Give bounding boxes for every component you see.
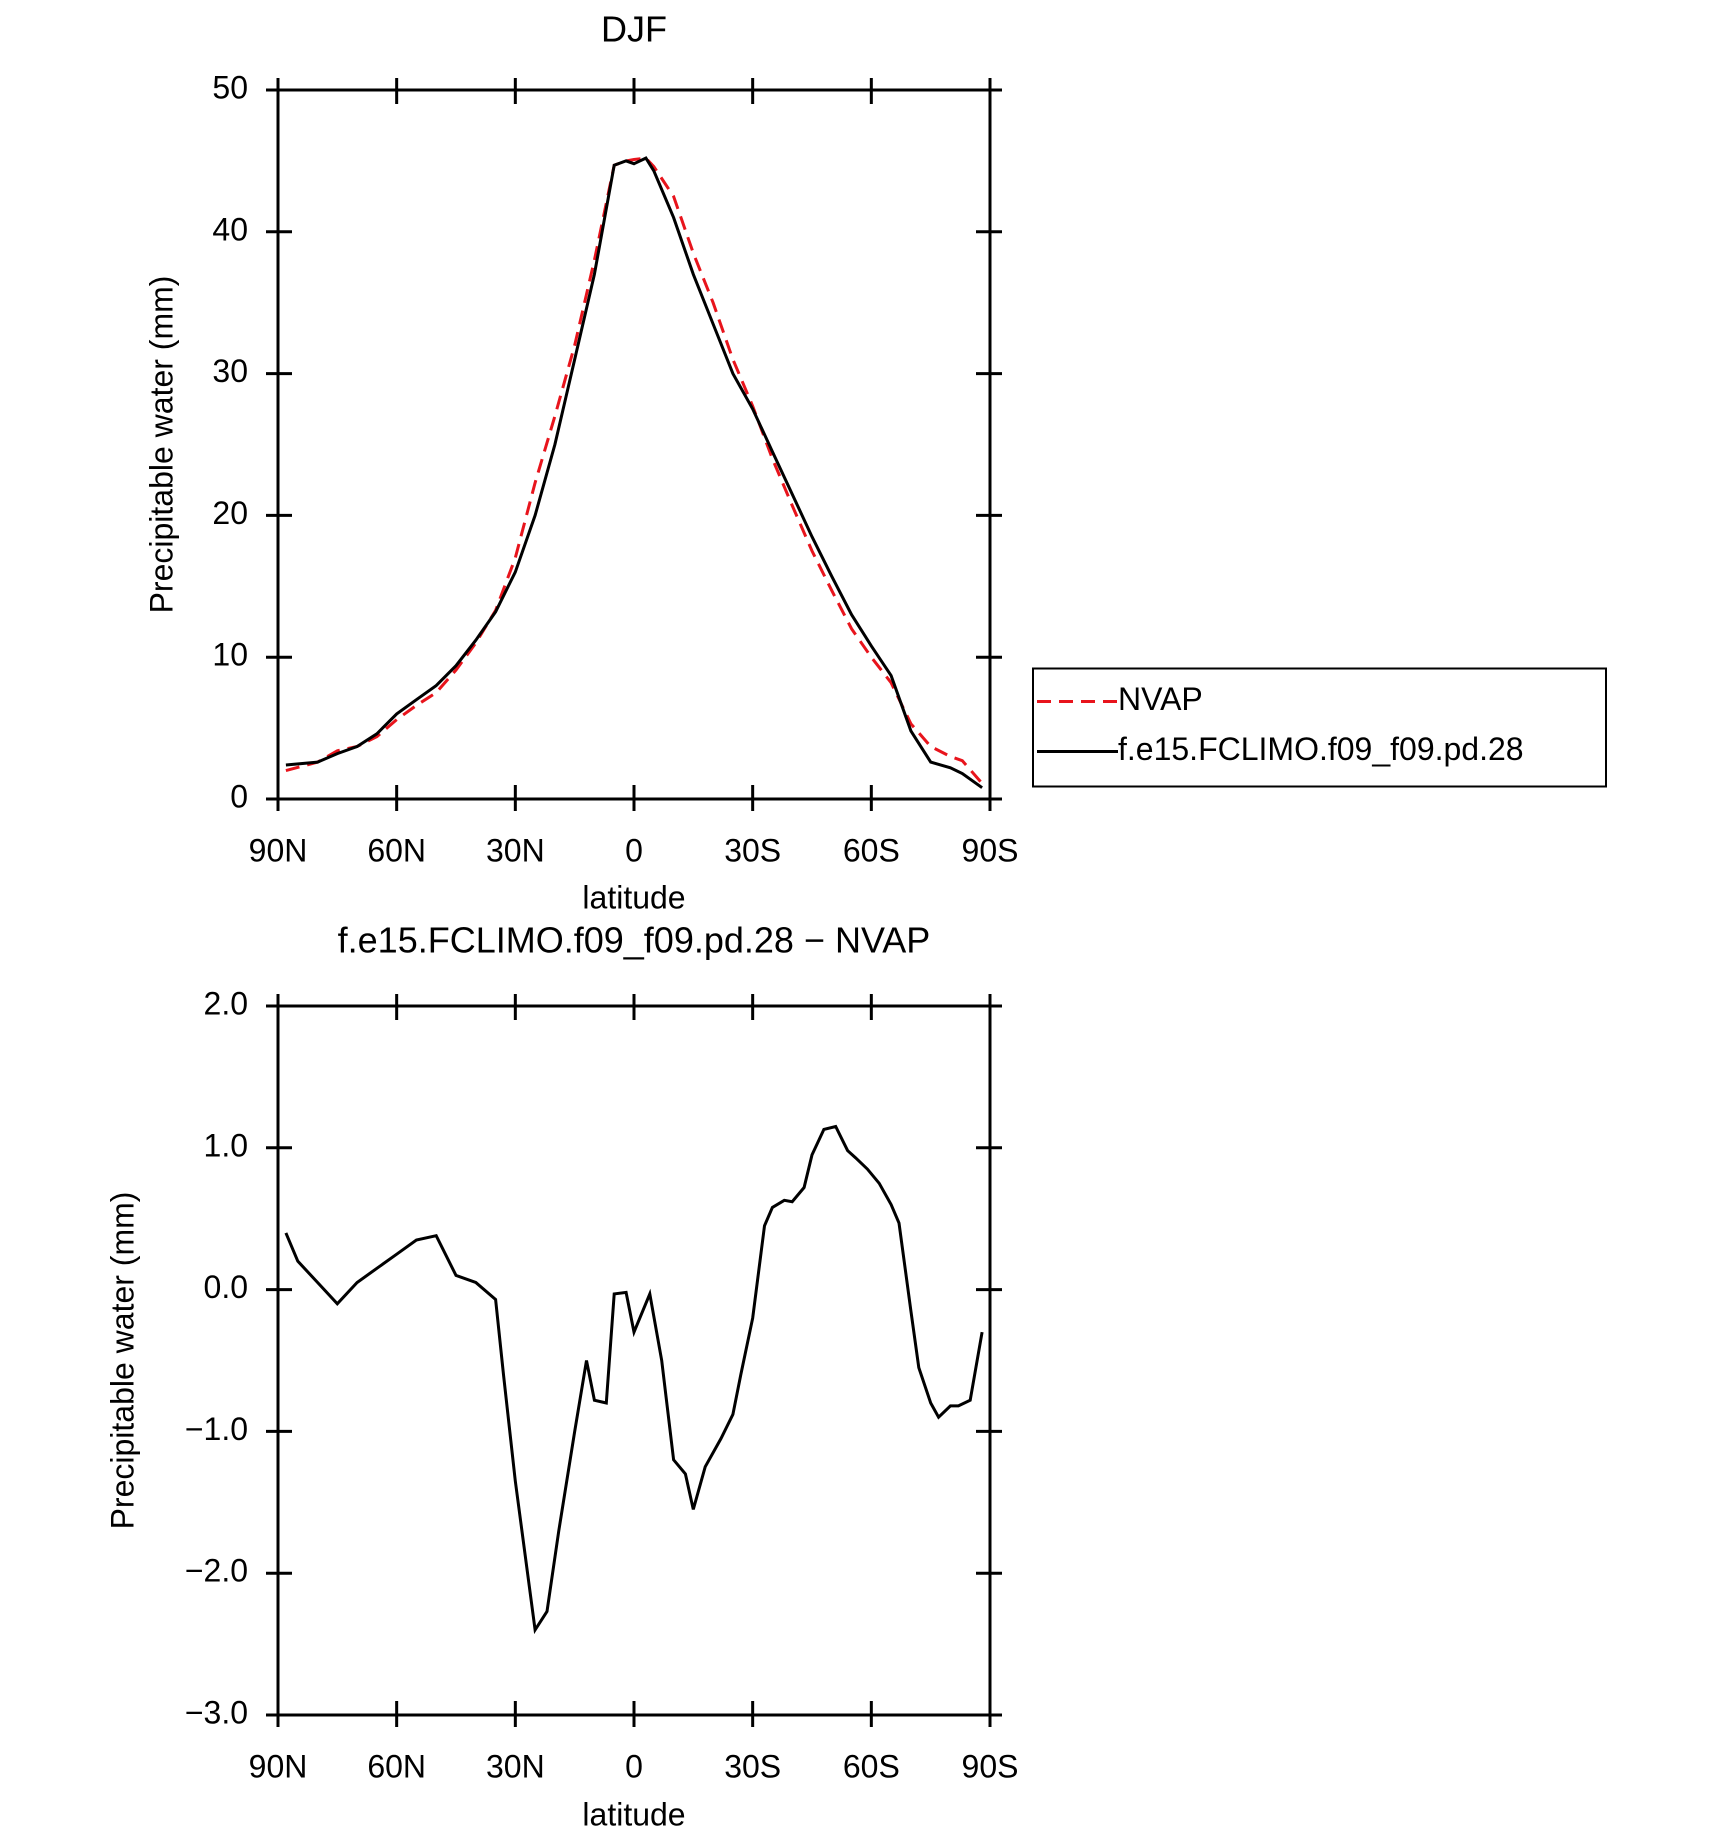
y-tick-label: 0.0 [204, 1269, 248, 1305]
data-line [284, 1124, 984, 1635]
x-tick-label: 90S [962, 1748, 1019, 1784]
x-tick-label: 90N [249, 832, 308, 868]
y-tick-label: 40 [212, 211, 248, 247]
x-tick-label: 30N [486, 1748, 545, 1784]
y-tick-label: −2.0 [185, 1553, 248, 1589]
x-tick-label: 30S [724, 832, 781, 868]
legend-label: NVAP [1118, 681, 1203, 717]
x-tick-label: 60N [367, 832, 426, 868]
chart-title: DJF [601, 9, 667, 50]
chart-title: f.e15.FCLIMO.f09_f09.pd.28 − NVAP [338, 920, 931, 961]
x-tick-label: 30N [486, 832, 545, 868]
x-axis-label: latitude [582, 879, 685, 915]
y-tick-label: 0 [230, 778, 248, 814]
y-tick-label: 1.0 [204, 1127, 248, 1163]
data-line [285, 156, 984, 785]
x-axis-label: latitude [582, 1796, 685, 1832]
legend-label: f.e15.FCLIMO.f09_f09.pd.28 [1118, 731, 1524, 767]
y-tick-label: 2.0 [204, 985, 248, 1021]
x-tick-label: 90N [249, 1748, 308, 1784]
y-tick-label: 20 [212, 495, 248, 531]
x-tick-label: 30S [724, 1748, 781, 1784]
x-tick-label: 0 [625, 832, 643, 868]
y-axis-label: Precipitable water (mm) [143, 276, 179, 614]
x-tick-label: 90S [962, 832, 1019, 868]
legend-box [1032, 667, 1607, 788]
y-tick-label: 10 [212, 637, 248, 673]
y-tick-label: 50 [212, 69, 248, 105]
y-tick-label: −1.0 [185, 1411, 248, 1447]
x-tick-label: 60S [843, 832, 900, 868]
y-axis-label: Precipitable water (mm) [104, 1192, 140, 1530]
x-tick-label: 60N [367, 1748, 426, 1784]
y-tick-label: 30 [212, 353, 248, 389]
plot-frame [276, 88, 992, 801]
x-tick-label: 0 [625, 1748, 643, 1784]
y-tick-label: −3.0 [185, 1694, 248, 1730]
data-line [285, 156, 983, 789]
plot-frame [276, 1004, 992, 1717]
x-tick-label: 60S [843, 1748, 900, 1784]
